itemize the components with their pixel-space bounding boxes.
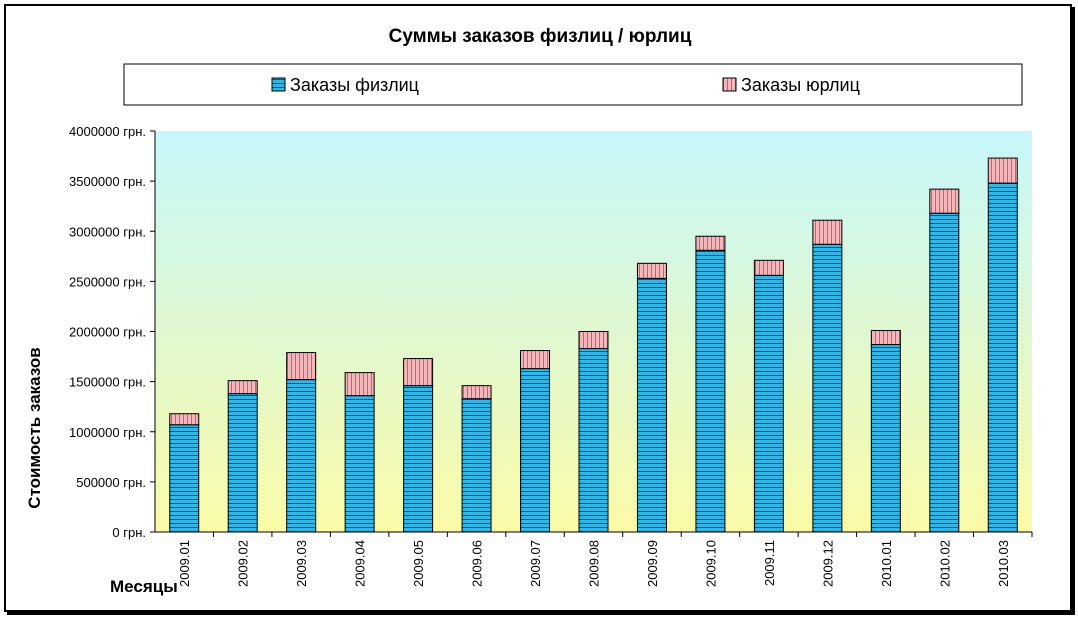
bars	[169, 157, 1018, 533]
x-tick-label: 2009.11	[762, 540, 777, 586]
bar-individuals	[636, 277, 667, 533]
y-tick-label: 2000000 грн.	[69, 325, 146, 340]
bar-companies	[636, 262, 667, 279]
bar-companies	[461, 385, 492, 400]
y-tick-label: 3500000 грн.	[69, 174, 146, 189]
x-tick-label: 2009.03	[294, 540, 309, 587]
bar-individuals	[520, 368, 551, 533]
legend-label-companies: Заказы юрлиц	[741, 75, 860, 95]
x-tick-label: 2009.01	[177, 540, 192, 587]
x-tick-label: 2010.01	[879, 540, 894, 587]
x-tick-label: 2010.03	[996, 540, 1011, 587]
bar-companies	[578, 331, 609, 350]
x-axis-ticks: 2009.01 2009.02 2009.03 2009.04 2009.05 2009.…	[177, 532, 1033, 587]
bar-companies	[344, 372, 375, 397]
x-axis-title: Месяцы	[110, 577, 178, 596]
bar-individuals	[753, 274, 784, 533]
x-tick-label: 2009.06	[470, 540, 485, 587]
x-tick-label: 2009.12	[820, 540, 835, 587]
legend-swatch-individuals	[271, 77, 286, 92]
bar-individuals	[286, 379, 317, 533]
bar-individuals	[344, 395, 375, 533]
bar-individuals	[578, 348, 609, 533]
bar-companies	[286, 352, 317, 381]
bar-companies	[929, 188, 960, 214]
x-tick-label: 2009.10	[703, 540, 718, 587]
x-tick-label: 2009.04	[353, 540, 368, 587]
y-tick-label: 2500000 грн.	[69, 274, 146, 289]
y-tick-label: 500000 грн.	[76, 475, 146, 490]
bar-individuals	[695, 249, 726, 533]
bar-companies	[812, 219, 843, 245]
bar-individuals	[812, 243, 843, 533]
bar-companies	[870, 329, 901, 346]
y-tick-label: 3000000 грн.	[69, 224, 146, 239]
y-tick-label: 1500000 грн.	[69, 375, 146, 390]
legend: Заказы физлиц Заказы юрлиц	[123, 63, 1023, 106]
legend-box	[123, 63, 1023, 106]
bar-companies	[753, 259, 784, 276]
bar-companies	[169, 413, 200, 426]
x-tick-label: 2009.05	[411, 540, 426, 587]
bar-individuals	[870, 344, 901, 533]
y-tick-label: 4000000 грн.	[69, 124, 146, 139]
bar-individuals	[987, 182, 1018, 533]
bar-individuals	[461, 398, 492, 533]
bar-individuals	[169, 424, 200, 533]
bar-companies	[987, 157, 1018, 184]
legend-swatch-companies	[722, 77, 737, 92]
x-tick-label: 2009.02	[236, 540, 251, 587]
y-axis-title: Стоимость заказов	[25, 347, 44, 508]
bar-individuals	[403, 385, 434, 533]
bar-companies	[227, 380, 258, 395]
x-tick-label: 2010.02	[937, 540, 952, 587]
bar-companies	[520, 350, 551, 370]
bar-individuals	[929, 212, 960, 533]
bar-companies	[695, 235, 726, 251]
bar-individuals	[227, 393, 258, 533]
x-tick-label: 2009.09	[645, 540, 660, 587]
chart-title: Суммы заказов физлиц / юрлиц	[389, 26, 692, 47]
x-tick-label: 2009.08	[587, 540, 602, 587]
x-tick-label: 2009.07	[528, 540, 543, 587]
y-tick-label: 0 грн.	[112, 525, 146, 540]
y-tick-label: 1000000 грн.	[69, 425, 146, 440]
y-axis-ticks: 0 грн. 500000 грн. 1000000 грн. 1500000 грн…	[69, 124, 155, 540]
bar-companies	[403, 358, 434, 387]
legend-label-individuals: Заказы физлиц	[290, 75, 419, 95]
